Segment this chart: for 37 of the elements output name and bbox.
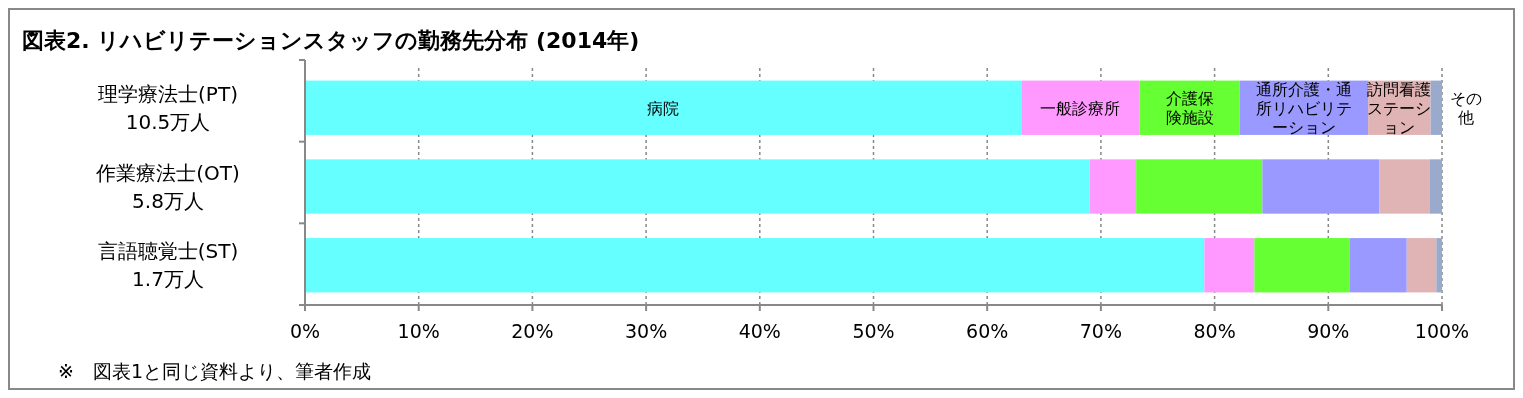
bar bbox=[305, 238, 1205, 293]
series-label: 一般診療所 bbox=[1040, 98, 1121, 118]
series-label: 通所介護・通所リハビリテーション bbox=[1255, 79, 1352, 137]
y-tick-label: 作業療法士(OT) 5.8万人 bbox=[95, 160, 240, 213]
bar bbox=[1204, 238, 1255, 293]
bar bbox=[1021, 80, 1140, 135]
chart-title: 図表2. リハビリテーションスタッフの勤務先分布 (2014年) bbox=[22, 28, 640, 53]
bar bbox=[1430, 80, 1442, 135]
bar bbox=[1436, 238, 1442, 293]
series-label: その他 bbox=[1450, 89, 1482, 128]
x-tick-label: 70% bbox=[1079, 320, 1123, 342]
bar bbox=[1429, 159, 1442, 214]
x-tick-label: 20% bbox=[511, 320, 554, 342]
bar bbox=[1349, 238, 1407, 293]
bar bbox=[1254, 238, 1350, 293]
bar bbox=[1379, 159, 1430, 214]
y-tick-label: 理学療法士(PT) 10.5万人 bbox=[98, 81, 238, 134]
x-tick-label: 80% bbox=[1193, 320, 1236, 342]
y-tick-label: 言語聴覚士(ST) 1.7万人 bbox=[97, 239, 239, 292]
x-tick-label: 60% bbox=[966, 320, 1009, 342]
bar bbox=[1089, 159, 1137, 214]
text: ※ 図表1と同じ資料より、筆者作成 bbox=[58, 360, 372, 382]
series-label: 訪問看護ステーション bbox=[1367, 79, 1432, 137]
x-tick-label: 10% bbox=[397, 320, 440, 342]
x-tick-label: 90% bbox=[1307, 320, 1350, 342]
series-label: 介護保険施設 bbox=[1165, 89, 1214, 128]
bar bbox=[1136, 159, 1263, 214]
series-label: 病院 bbox=[647, 98, 680, 118]
x-tick-label: 100% bbox=[1414, 320, 1470, 342]
bar bbox=[305, 159, 1090, 214]
bar bbox=[1406, 238, 1437, 293]
bar bbox=[1262, 159, 1380, 214]
x-tick-label: 50% bbox=[852, 320, 895, 342]
x-tick-label: 0% bbox=[289, 320, 321, 342]
x-tick-label: 40% bbox=[738, 320, 781, 342]
x-tick-label: 30% bbox=[624, 320, 668, 342]
bar bbox=[305, 80, 1022, 135]
